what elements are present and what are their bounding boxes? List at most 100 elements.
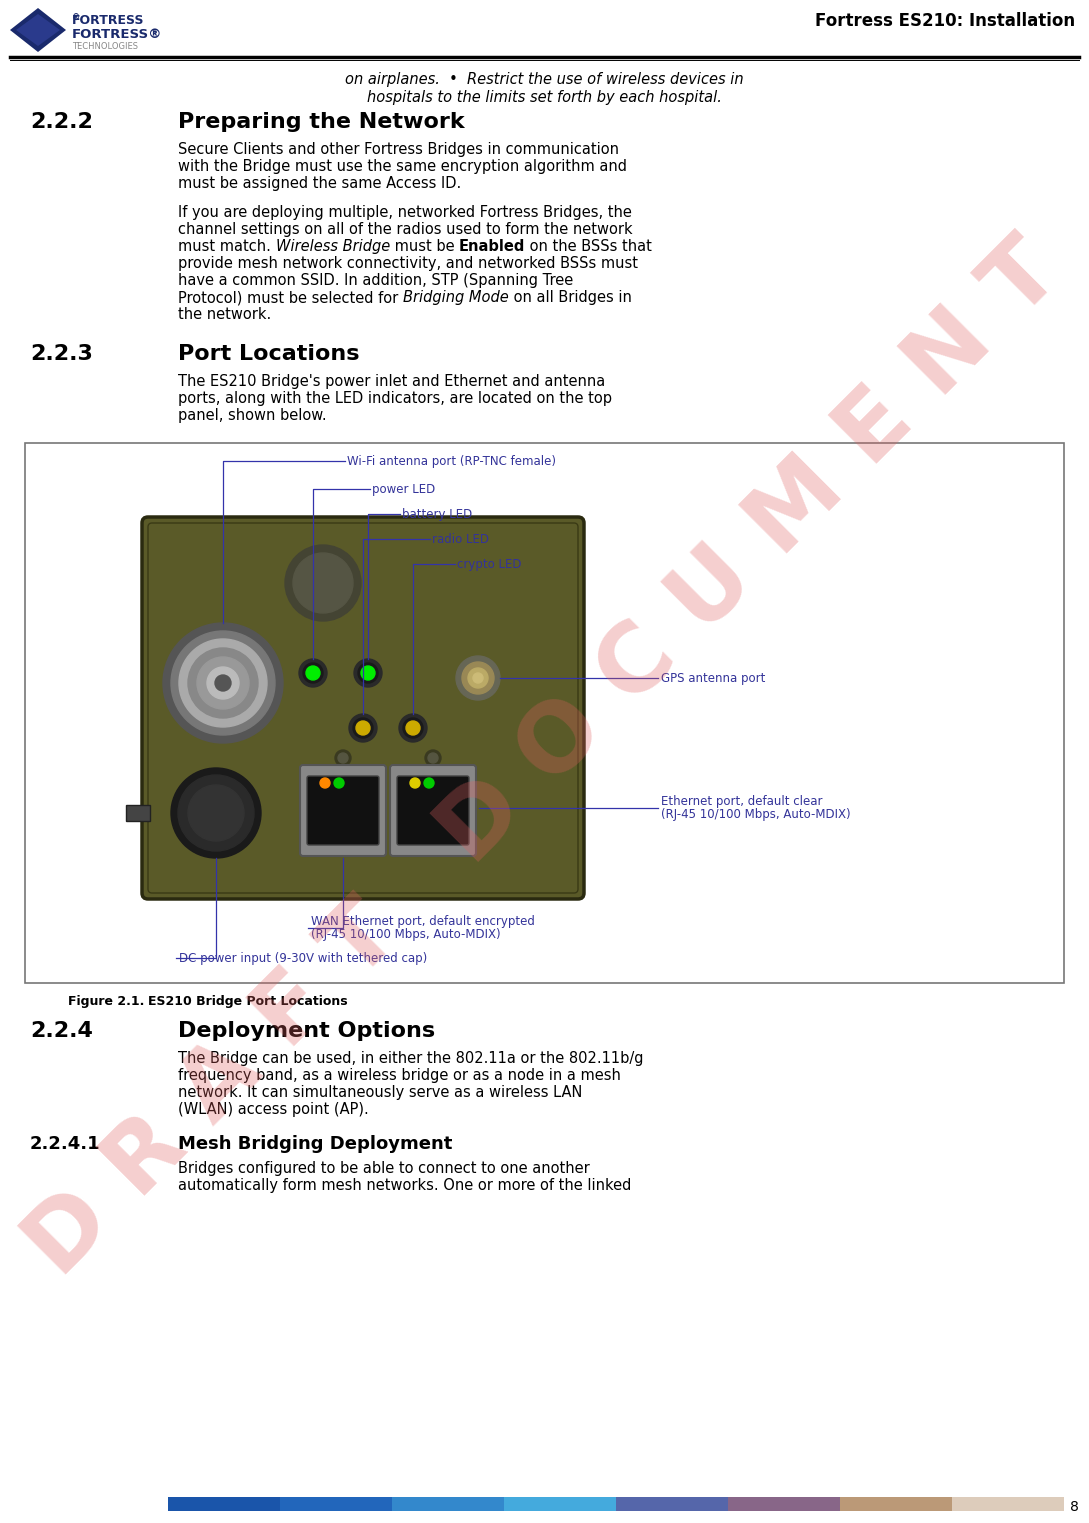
Text: Figure 2.1.: Figure 2.1.	[68, 995, 145, 1008]
Text: Secure Clients and other Fortress Bridges in communication: Secure Clients and other Fortress Bridge…	[178, 142, 619, 157]
Text: Bridging Mode: Bridging Mode	[403, 289, 509, 305]
Text: power LED: power LED	[372, 483, 436, 495]
Text: (WLAN) access point (AP).: (WLAN) access point (AP).	[178, 1103, 369, 1116]
Circle shape	[215, 675, 231, 691]
Circle shape	[360, 666, 375, 679]
Text: Wireless Bridge: Wireless Bridge	[276, 239, 390, 254]
Text: frequency band, as a wireless bridge or as a node in a mesh: frequency band, as a wireless bridge or …	[178, 1068, 621, 1083]
Text: Preparing the Network: Preparing the Network	[178, 113, 465, 133]
Circle shape	[425, 830, 441, 845]
Text: If you are deploying multiple, networked Fortress Bridges, the: If you are deploying multiple, networked…	[178, 206, 632, 219]
Circle shape	[354, 659, 382, 687]
FancyBboxPatch shape	[299, 765, 386, 856]
Circle shape	[179, 640, 267, 726]
FancyBboxPatch shape	[397, 777, 469, 845]
Text: 2.2.4: 2.2.4	[30, 1020, 93, 1042]
Bar	[25, 443, 1064, 982]
Bar	[280, 1497, 392, 1511]
Circle shape	[456, 656, 500, 701]
Text: automatically form mesh networks. One or more of the linked: automatically form mesh networks. One or…	[178, 1177, 632, 1193]
Text: battery LED: battery LED	[402, 507, 473, 521]
Text: ®: ®	[72, 14, 81, 23]
Circle shape	[399, 714, 427, 742]
Circle shape	[338, 833, 348, 844]
Circle shape	[197, 656, 249, 710]
Polygon shape	[16, 14, 60, 46]
Bar	[616, 1497, 729, 1511]
FancyBboxPatch shape	[390, 765, 476, 856]
Text: on the BSSs that: on the BSSs that	[525, 239, 652, 254]
Bar	[840, 1497, 952, 1511]
Text: The Bridge can be used, in either the 802.11a or the 802.11b/g: The Bridge can be used, in either the 80…	[178, 1051, 644, 1066]
Text: ES210 Bridge Port Locations: ES210 Bridge Port Locations	[148, 995, 347, 1008]
Text: panel, shown below.: panel, shown below.	[178, 408, 327, 423]
Text: channel settings on all of the radios used to form the network: channel settings on all of the radios us…	[178, 222, 633, 238]
Text: Fortress ES210: Installation: Fortress ES210: Installation	[815, 12, 1075, 30]
Text: 2.2.2: 2.2.2	[30, 113, 93, 133]
Text: on all Bridges in: on all Bridges in	[509, 289, 632, 305]
Text: have a common SSID. In addition, STP (Spanning Tree: have a common SSID. In addition, STP (Sp…	[178, 273, 573, 288]
Bar	[392, 1497, 504, 1511]
Circle shape	[299, 659, 327, 687]
Circle shape	[468, 669, 488, 688]
Circle shape	[338, 752, 348, 763]
Circle shape	[171, 768, 261, 857]
Text: GPS antenna port: GPS antenna port	[661, 672, 766, 684]
Text: Deployment Options: Deployment Options	[178, 1020, 436, 1042]
Text: must be assigned the same Access ID.: must be assigned the same Access ID.	[178, 177, 462, 190]
Circle shape	[178, 775, 254, 851]
Circle shape	[409, 778, 420, 787]
Bar	[126, 806, 150, 821]
Bar	[504, 1497, 616, 1511]
Text: (RJ-45 10/100 Mbps, Auto-MDIX): (RJ-45 10/100 Mbps, Auto-MDIX)	[311, 928, 501, 941]
Circle shape	[428, 833, 438, 844]
Text: (RJ-45 10/100 Mbps, Auto-MDIX): (RJ-45 10/100 Mbps, Auto-MDIX)	[661, 809, 851, 821]
Text: Mesh Bridging Deployment: Mesh Bridging Deployment	[178, 1135, 452, 1153]
Circle shape	[406, 720, 420, 736]
Bar	[952, 1497, 1064, 1511]
Text: The ES210 Bridge's power inlet and Ethernet and antenna: The ES210 Bridge's power inlet and Ether…	[178, 375, 605, 388]
Circle shape	[348, 714, 377, 742]
Text: Protocol) must be selected for: Protocol) must be selected for	[178, 289, 403, 305]
Polygon shape	[10, 8, 66, 52]
Circle shape	[358, 663, 378, 682]
Text: Enabled: Enabled	[458, 239, 525, 254]
Text: provide mesh network connectivity, and networked BSSs must: provide mesh network connectivity, and n…	[178, 256, 638, 271]
Text: TECHNOLOGIES: TECHNOLOGIES	[72, 43, 138, 50]
Text: D R A F T   D O C U M E N T: D R A F T D O C U M E N T	[10, 225, 1079, 1295]
Text: 2.2.4.1: 2.2.4.1	[30, 1135, 100, 1153]
Text: ports, along with the LED indicators, are located on the top: ports, along with the LED indicators, ar…	[178, 391, 612, 407]
Text: WAN Ethernet port, default encrypted: WAN Ethernet port, default encrypted	[311, 915, 535, 928]
Text: radio LED: radio LED	[432, 533, 489, 545]
Circle shape	[171, 631, 276, 736]
Text: must match.: must match.	[178, 239, 276, 254]
Text: Wi-Fi antenna port (RP-TNC female): Wi-Fi antenna port (RP-TNC female)	[347, 454, 556, 468]
FancyBboxPatch shape	[142, 516, 584, 899]
Circle shape	[163, 623, 283, 743]
Circle shape	[303, 663, 323, 682]
Text: 2.2.3: 2.2.3	[30, 344, 93, 364]
Text: DC power input (9-30V with tethered cap): DC power input (9-30V with tethered cap)	[179, 952, 427, 964]
Text: network. It can simultaneously serve as a wireless LAN: network. It can simultaneously serve as …	[178, 1084, 583, 1100]
Bar	[729, 1497, 840, 1511]
Text: crypto LED: crypto LED	[457, 557, 522, 571]
Circle shape	[428, 752, 438, 763]
Circle shape	[353, 717, 374, 739]
Circle shape	[425, 749, 441, 766]
Circle shape	[188, 784, 244, 841]
Circle shape	[334, 778, 344, 787]
Circle shape	[320, 778, 330, 787]
Circle shape	[356, 720, 370, 736]
Circle shape	[306, 666, 320, 679]
Text: on airplanes.  •  Restrict the use of wireless devices in: on airplanes. • Restrict the use of wire…	[345, 72, 744, 87]
Circle shape	[293, 553, 353, 612]
Text: 8: 8	[1070, 1500, 1079, 1514]
Text: the network.: the network.	[178, 308, 271, 321]
Text: FORTRESS: FORTRESS	[72, 14, 145, 27]
Circle shape	[473, 673, 484, 682]
Text: must be: must be	[390, 239, 458, 254]
Bar	[168, 1497, 280, 1511]
Text: with the Bridge must use the same encryption algorithm and: with the Bridge must use the same encryp…	[178, 158, 627, 174]
Circle shape	[462, 663, 494, 694]
FancyBboxPatch shape	[307, 777, 379, 845]
